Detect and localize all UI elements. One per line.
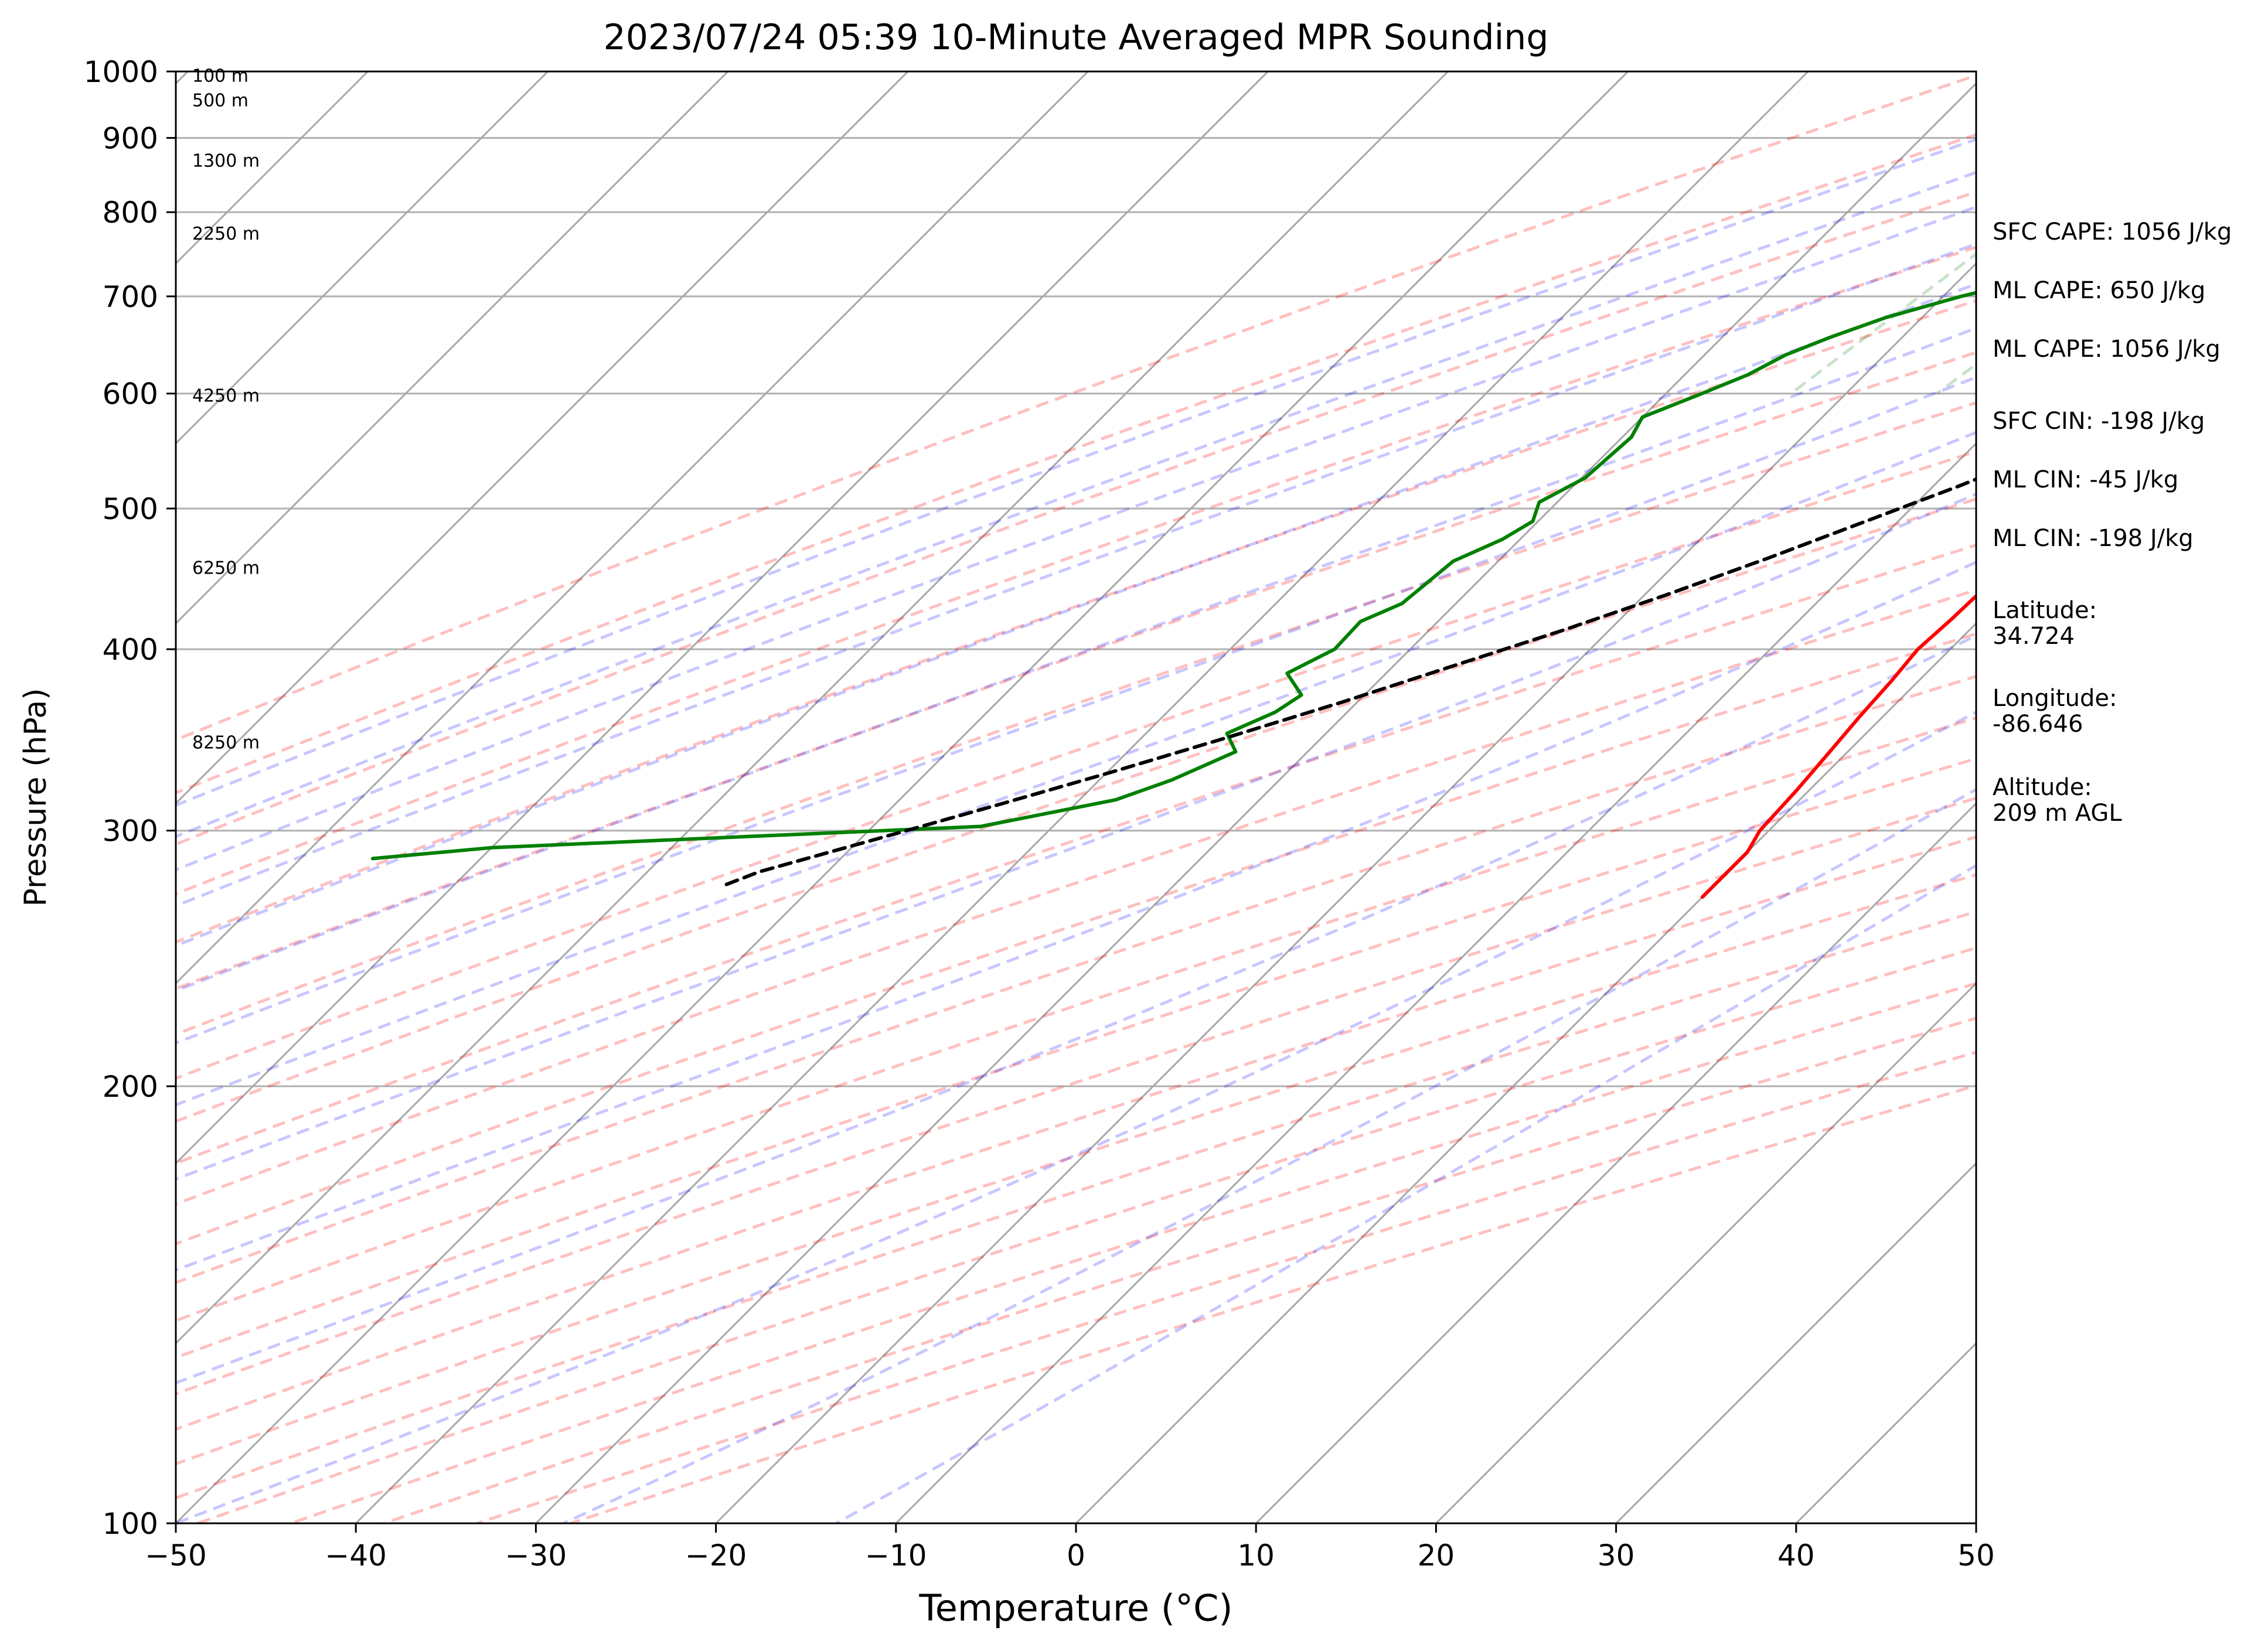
y-tick-label: 500 (103, 492, 158, 526)
dewpoint-profile (370, 291, 1976, 861)
isotherm-line (1615, 1162, 1976, 1523)
isotherm-line (176, 71, 1449, 1345)
y-tick-label: 600 (103, 377, 158, 411)
dry-adiabat (290, 981, 1976, 1523)
height-labels: 8250 m 6250 m 4250 m 2250 m 1300 m 500 m 100 m (192, 66, 260, 753)
y-tick-label: 1000 (84, 55, 158, 89)
x-tick-label: −20 (685, 1539, 747, 1573)
moist-adiabat (176, 138, 1976, 807)
ml-cin-text-2: ML CIN: -198 J/kg (1993, 525, 2194, 552)
x-tick-label: −40 (325, 1539, 387, 1573)
isotherm-line (355, 71, 1809, 1523)
x-tick-label: 50 (1957, 1539, 1995, 1573)
moist-adiabat (176, 560, 1976, 1272)
x-tick-label: −30 (505, 1539, 567, 1573)
moist-adiabat (563, 787, 1976, 1523)
x-tick-label: 20 (1418, 1539, 1455, 1573)
x-tick-label: 30 (1598, 1539, 1635, 1573)
isotherm-line (1255, 802, 1976, 1523)
isotherm-line (535, 82, 1976, 1523)
isotherm-line (895, 442, 1976, 1523)
isotherm-line (176, 71, 909, 805)
isotherm-line (176, 71, 1089, 985)
height-label: 100 m (192, 66, 248, 87)
dry-adiabat (176, 351, 1976, 991)
latitude-value: 34.724 (1993, 623, 2075, 650)
y-tick-label: 300 (103, 814, 158, 848)
dry-adiabat (176, 74, 1976, 742)
altitude-value: 209 m AGL (1993, 800, 2122, 827)
sfc-cape-text: SFC CAPE: 1056 J/kg (1993, 219, 2232, 245)
height-label: 4250 m (192, 386, 260, 406)
dry-adiabat (197, 946, 1976, 1523)
moist-adiabat (176, 376, 1976, 1045)
dry-adiabat (176, 450, 1976, 1080)
latitude-label: Latitude: (1993, 597, 2097, 624)
height-label: 6250 m (192, 558, 260, 578)
isotherm-line (1075, 622, 1976, 1523)
dry-adiabat (176, 910, 1976, 1500)
isotherm-line (0, 71, 8, 1523)
isotherm-line (176, 71, 549, 445)
temperature-profile (1700, 594, 1976, 899)
x-tick-label: 10 (1237, 1539, 1275, 1573)
background-lines (0, 71, 2268, 1523)
longitude-label: Longitude: (1993, 685, 2117, 712)
moist-adiabat (176, 170, 1976, 838)
moist-adiabat (176, 492, 1976, 1181)
y-tick-label: 100 (103, 1507, 158, 1541)
dry-adiabat (383, 1017, 1976, 1523)
series-layer (370, 291, 1976, 899)
height-label: 1300 m (192, 151, 260, 171)
axis-ticks: −50 −40 −30 −20 −10 0 10 20 30 40 50 100 200 300 400 50… (84, 55, 1995, 1573)
ml-cin-text: ML CIN: -45 J/kg (1993, 466, 2179, 493)
mixing-ratio-line (1790, 252, 1976, 395)
dry-adiabat (176, 299, 1976, 944)
ml-cape-text-2: ML CAPE: 1056 J/kg (1993, 336, 2221, 363)
x-tick-label: 0 (1067, 1539, 1085, 1573)
y-tick-label: 900 (103, 121, 158, 155)
dry-adiabat (176, 632, 1976, 1246)
moist-adiabat (176, 242, 1976, 908)
y-tick-label: 400 (103, 633, 158, 667)
x-tick-label: 40 (1777, 1539, 1815, 1573)
mixing-ratio-line (2228, 71, 2268, 394)
parcel-profile (722, 477, 1976, 888)
y-axis-label: Pressure (hPa) (18, 688, 53, 907)
dry-adiabat (176, 756, 1976, 1359)
height-label: 8250 m (192, 732, 260, 753)
height-label: 500 m (192, 91, 248, 111)
x-tick-label: −50 (145, 1539, 207, 1573)
moist-adiabat (835, 864, 1976, 1523)
isotherm-line (176, 71, 1269, 1165)
isotherm-line (176, 71, 369, 265)
y-tick-label: 200 (103, 1070, 158, 1104)
chart-title: 2023/07/24 05:39 10-Minute Averaged MPR … (604, 17, 1549, 58)
dry-adiabat (176, 401, 1976, 1036)
moist-adiabat (176, 205, 1976, 872)
y-tick-label: 800 (103, 196, 158, 230)
y-tick-label: 700 (103, 280, 158, 314)
isotherm-line (176, 71, 1629, 1523)
dry-adiabat (176, 497, 1976, 1123)
moist-adiabat (176, 326, 1976, 992)
moist-adiabat (176, 431, 1976, 1107)
x-axis-label: Temperature (°C) (918, 1587, 1232, 1629)
longitude-value: -86.646 (1993, 711, 2083, 738)
moist-adiabat (176, 710, 1976, 1523)
dry-adiabat (176, 716, 1976, 1322)
x-tick-label: −10 (865, 1539, 927, 1573)
isotherm-line (176, 71, 729, 625)
isotherm-line (715, 262, 1976, 1523)
ml-cape-text: ML CAPE: 650 J/kg (1993, 277, 2206, 304)
moist-adiabat (176, 282, 1976, 947)
sfc-cin-text: SFC CIN: -198 J/kg (1993, 408, 2205, 435)
altitude-label: Altitude: (1993, 774, 2092, 801)
height-label: 2250 m (192, 224, 260, 244)
dry-adiabat (176, 674, 1976, 1284)
dry-adiabat (176, 190, 1976, 846)
isotherm-line (1435, 982, 1976, 1523)
dry-adiabat (176, 133, 1976, 794)
